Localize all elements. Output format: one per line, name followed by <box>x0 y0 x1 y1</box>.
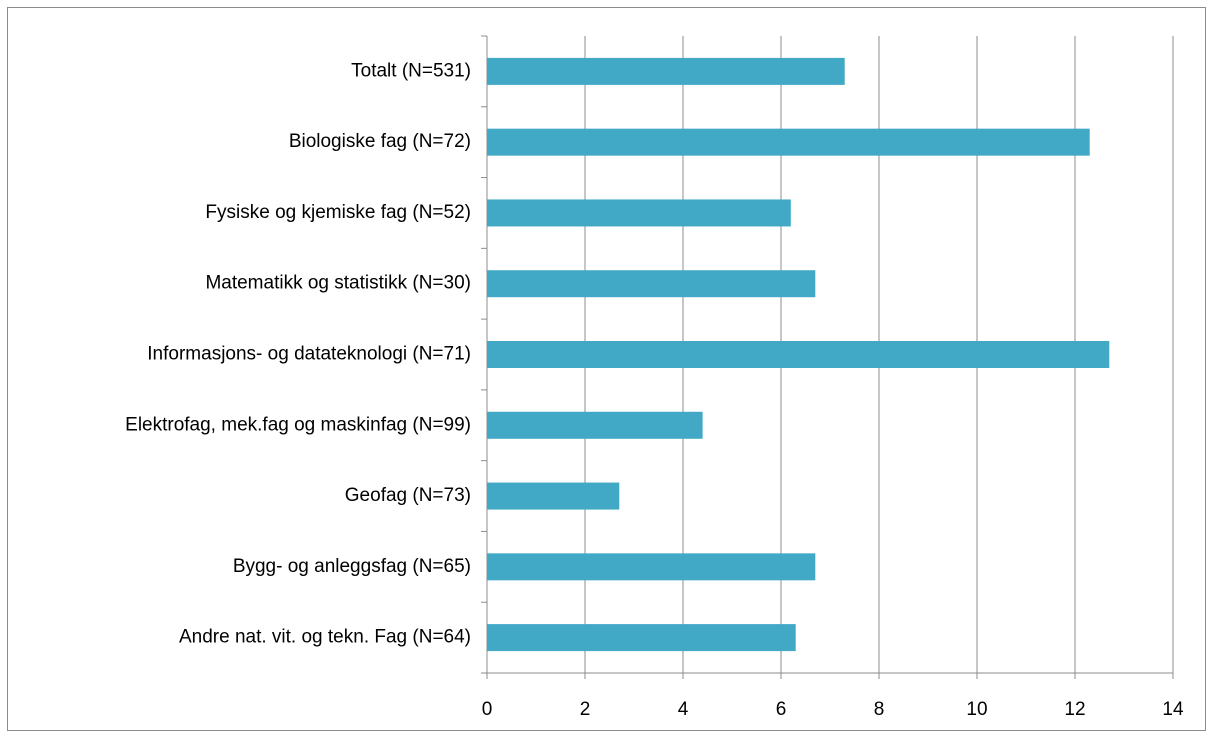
y-tick-label: Totalt (N=531) <box>351 60 471 81</box>
y-tick-label: Informasjons- og datateknologi (N=71) <box>147 344 471 365</box>
bar <box>487 624 796 652</box>
bar <box>487 341 1110 368</box>
y-tick-label: Biologiske fag (N=72) <box>289 131 471 152</box>
x-tick-label: 8 <box>874 699 885 720</box>
bar <box>487 57 845 85</box>
y-tick-label: Geofag (N=73) <box>345 485 471 506</box>
bar <box>487 482 620 510</box>
bar <box>487 270 816 298</box>
bar <box>487 199 791 227</box>
x-tick-label: 0 <box>482 699 493 720</box>
x-tick-label: 6 <box>776 699 787 720</box>
bar <box>487 128 1090 156</box>
x-tick-label: 10 <box>966 699 987 720</box>
x-tick-label: 12 <box>1064 699 1085 720</box>
y-tick-label: Fysiske og kjemiske fag (N=52) <box>205 202 471 223</box>
x-tick-label: 4 <box>678 699 689 720</box>
bar <box>487 411 703 439</box>
y-tick-label: Andre nat. vit. og tekn. Fag (N=64) <box>179 627 471 648</box>
chart-border <box>7 7 1206 731</box>
x-tick-label: 14 <box>1162 699 1184 720</box>
y-tick-label: Elektrofag, mek.fag og maskinfag (N=99) <box>125 414 471 435</box>
x-tick-label: 2 <box>580 699 591 720</box>
y-tick-label: Bygg- og anleggsfag (N=65) <box>233 556 471 577</box>
y-tick-label: Matematikk og statistikk (N=30) <box>205 273 471 294</box>
bar <box>487 553 816 581</box>
